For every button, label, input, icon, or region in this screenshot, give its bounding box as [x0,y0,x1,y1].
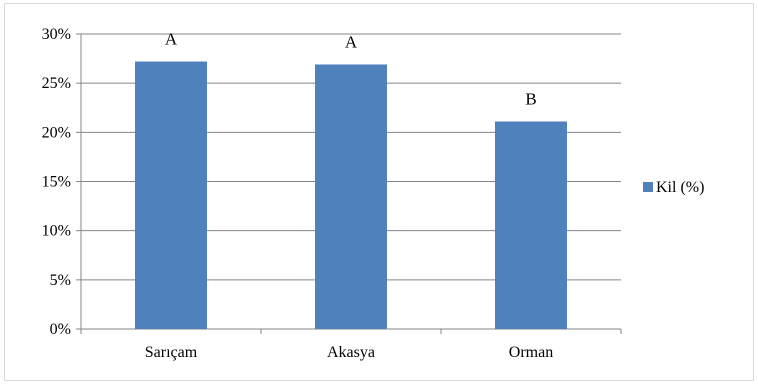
y-tick-label: 30% [42,26,71,43]
bar-chart: 0% 5% 10% 15% 20% 25% 30% A Sarıçam A Akasya B Orman… [42,26,705,361]
legend-label: Kil (%) [656,179,704,196]
y-tick-label: 5% [50,272,71,289]
bar-0 [135,61,207,330]
y-tick-label: 10% [42,223,71,240]
bar-2 [495,121,567,330]
y-tick-label: 0% [50,321,71,338]
x-category-label: Akasya [327,344,375,361]
x-category-label: Orman [509,344,553,361]
data-label: B [525,90,536,109]
bar-1 [315,64,387,329]
data-label: A [345,32,358,51]
x-category-label: Sarıçam [145,344,198,361]
data-label: A [165,30,178,49]
chart-frame: 0% 5% 10% 15% 20% 25% 30% A Sarıçam A Akasya B Orman… [4,3,754,381]
y-tick-label: 20% [42,124,71,141]
y-tick-label: 15% [42,174,71,191]
y-tick-label: 25% [42,75,71,92]
legend-swatch [643,182,653,192]
